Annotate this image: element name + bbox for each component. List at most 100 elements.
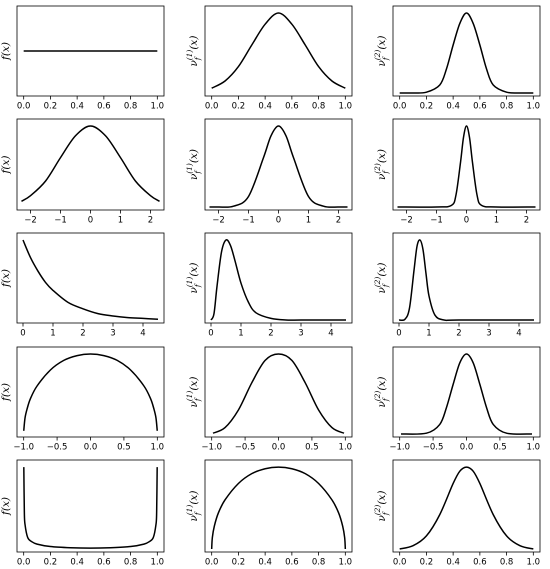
axes-frame	[204, 232, 353, 324]
series-line	[398, 239, 534, 322]
x-tick-label: 1.0	[151, 443, 165, 453]
x-tick-label: 3	[110, 329, 115, 339]
x-tick-label: 0.0	[17, 102, 31, 112]
x-tick-label: −0.5	[235, 443, 256, 453]
subplot-2-1: −2 −1 0 1 2 f(x)	[0, 118, 165, 226]
x-tick-label: 3	[298, 329, 303, 339]
x-tick-label: 0	[20, 329, 25, 339]
series-line	[397, 125, 536, 208]
series-line	[399, 12, 534, 94]
axes-frame	[392, 459, 541, 553]
subplot-4-3: −1.0 −0.5 0.0 0.5 1.0 νf(2)(x)	[373, 346, 541, 453]
x-tick-label: 0.8	[500, 558, 514, 568]
x-tick-label: 0.0	[84, 443, 98, 453]
y-axis-label: νf(1)(x)	[185, 263, 202, 294]
y-axis-label: νf(2)(x)	[373, 263, 390, 294]
x-tick-label: 0.0	[393, 102, 407, 112]
x-tick-label: 0.6	[473, 102, 487, 112]
subplot-1-3: 0.0 0.2 0.4 0.6 0.8 1.0 νf(2)(x)	[373, 5, 541, 112]
x-tick-label: 0.4	[258, 102, 272, 112]
x-tick-label: 0.8	[500, 102, 514, 112]
x-tick-label: 1	[50, 329, 55, 339]
subplot-1-1: 0.0 0.2 0.4 0.6 0.8 1.0 f(x)	[0, 5, 165, 112]
subplot-4-2: −1.0 −0.5 0.0 0.5 1.0 νf(1)(x)	[185, 346, 353, 453]
y-axis-label: νf(1)(x)	[185, 491, 202, 522]
x-tick-label: 0.0	[205, 558, 219, 568]
axes-frame	[392, 346, 541, 438]
x-tick-label: 0.4	[70, 558, 84, 568]
axes-frame	[204, 346, 353, 438]
subplot-1-2: 0.0 0.2 0.4 0.6 0.8 1.0 νf(1)(x)	[185, 5, 353, 112]
x-tick-label: 0.8	[312, 558, 326, 568]
x-tick-label: 0.6	[97, 102, 111, 112]
y-axis-label: f(x)	[0, 497, 12, 516]
subplot-2-3: −2 −1 0 1 2 νf(2)(x)	[373, 118, 541, 226]
x-tick-label: 0.8	[124, 102, 138, 112]
x-tick-label: 2	[268, 329, 273, 339]
x-tick-label: −1	[54, 216, 67, 226]
x-tick-label: 0.0	[460, 443, 474, 453]
x-tick-label: −1.0	[201, 443, 222, 453]
axes-frame	[16, 346, 165, 438]
x-tick-label: 0.6	[285, 558, 299, 568]
x-tick-label: −2	[212, 216, 225, 226]
x-tick-label: −1	[242, 216, 255, 226]
axes-frame	[204, 459, 353, 553]
x-tick-label: 0.4	[258, 558, 272, 568]
y-axis-label: νf(2)(x)	[373, 377, 390, 408]
x-tick-label: 0.0	[272, 443, 286, 453]
x-tick-label: −0.5	[423, 443, 444, 453]
subplot-5-2: 0.0 0.2 0.4 0.6 0.8 1.0 νf(1)(x)	[185, 459, 353, 568]
y-axis-label: νf(1)(x)	[185, 36, 202, 67]
x-tick-label: 0.8	[312, 102, 326, 112]
series-line	[23, 467, 158, 549]
axes-frame	[204, 5, 353, 97]
x-tick-label: 1.0	[527, 102, 541, 112]
axes-frame	[16, 232, 165, 324]
x-tick-label: 1	[494, 216, 499, 226]
x-tick-label: 0.0	[393, 558, 407, 568]
series-line	[210, 466, 347, 550]
y-axis-label: νf(2)(x)	[373, 36, 390, 67]
x-tick-label: 0.5	[117, 443, 131, 453]
x-tick-label: 1.0	[339, 443, 353, 453]
x-tick-label: 0.0	[17, 558, 31, 568]
y-axis-label: f(x)	[0, 383, 12, 402]
x-tick-label: 1	[426, 329, 431, 339]
series-line	[23, 353, 158, 431]
x-tick-label: 2	[336, 216, 341, 226]
axes-frame	[16, 459, 165, 553]
x-tick-label: −0.5	[47, 443, 68, 453]
axes-frame	[16, 5, 165, 97]
x-tick-label: 0.2	[420, 102, 434, 112]
x-tick-label: 1.0	[151, 558, 165, 568]
x-tick-label: 1	[118, 216, 123, 226]
x-tick-label: 0.2	[232, 102, 246, 112]
x-tick-label: 2	[524, 216, 529, 226]
series-line	[399, 466, 534, 550]
x-tick-label: 1.0	[151, 102, 165, 112]
subplot-5-1: 0.0 0.2 0.4 0.6 0.8 1.0 f(x)	[0, 459, 165, 568]
x-tick-label: 4	[328, 329, 333, 339]
axes-frame	[392, 5, 541, 97]
series-line	[210, 239, 346, 321]
subplot-2-2: −2 −1 0 1 2 νf(1)(x)	[185, 118, 353, 226]
y-axis-label: f(x)	[0, 155, 12, 174]
x-tick-label: 4	[516, 329, 521, 339]
x-tick-label: 0	[276, 216, 281, 226]
series-line	[209, 125, 348, 208]
x-tick-label: 1.0	[339, 102, 353, 112]
x-tick-label: 2	[148, 216, 153, 226]
x-tick-label: 0.2	[232, 558, 246, 568]
axes-frame	[16, 118, 165, 211]
x-tick-label: 0.4	[446, 558, 460, 568]
x-tick-label: 0	[88, 216, 93, 226]
axes-frame	[392, 118, 541, 211]
y-axis-label: νf(1)(x)	[185, 149, 202, 180]
x-tick-label: 0.6	[97, 558, 111, 568]
x-tick-label: 0.4	[446, 102, 460, 112]
x-tick-label: 0.8	[124, 558, 138, 568]
series-line	[211, 12, 346, 89]
y-axis-label: f(x)	[0, 269, 12, 288]
